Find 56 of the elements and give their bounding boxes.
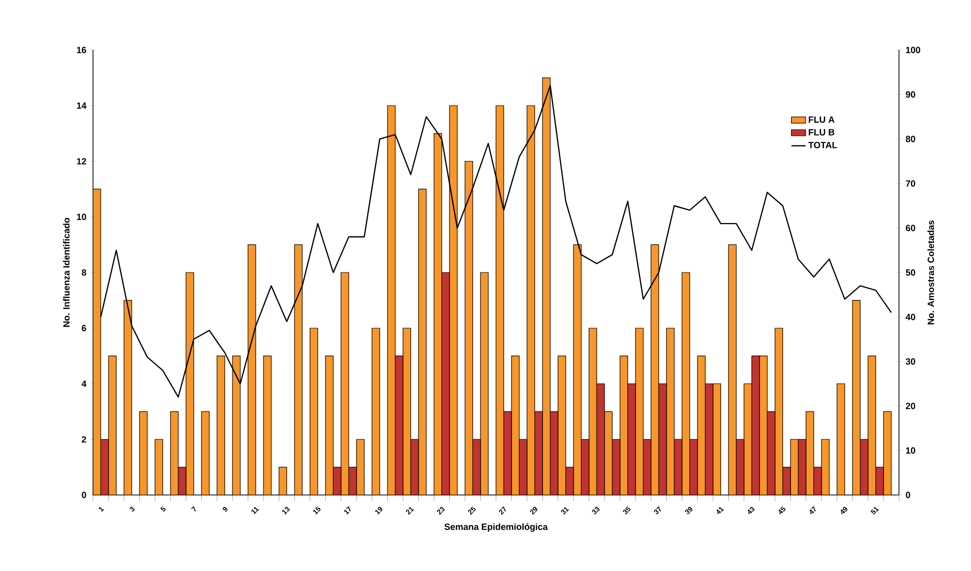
legend-label: TOTAL — [808, 142, 838, 148]
y-tick-label: 8 — [82, 269, 86, 276]
legend-label: FLU A — [808, 116, 834, 123]
y-tick-label: 14 — [77, 102, 86, 109]
bar — [666, 328, 675, 495]
y2-axis-title: No. Amostras Coletadas — [927, 220, 934, 324]
y2-tick-label: 80 — [906, 136, 916, 142]
bar — [635, 328, 644, 495]
bar — [868, 356, 876, 495]
x-axis-title: Semana Epidemiológica — [444, 523, 548, 532]
bar — [744, 383, 752, 495]
bar — [372, 328, 380, 495]
y-tick-label: 10 — [77, 214, 86, 220]
bar — [620, 356, 628, 495]
bar — [682, 272, 690, 495]
bar — [310, 328, 318, 495]
bar — [216, 356, 226, 495]
bar — [759, 356, 768, 495]
bar — [263, 356, 272, 495]
bar — [526, 105, 536, 495]
bar — [728, 244, 737, 495]
y-tick-label: 6 — [82, 324, 86, 332]
y2-tick-label: 0 — [906, 492, 910, 498]
bar — [836, 383, 846, 495]
bar — [340, 272, 350, 495]
bar — [402, 328, 412, 495]
y2-tick-label: 60 — [906, 224, 916, 232]
bar — [588, 328, 598, 495]
y-tick-label: 12 — [77, 158, 86, 164]
y2-tick-label: 90 — [906, 91, 916, 98]
bar — [774, 328, 784, 495]
y2-tick-label: 10 — [906, 447, 916, 454]
y-tick-label: 0 — [82, 492, 86, 498]
y-tick-label: 4 — [82, 380, 86, 387]
y2-tick-label: 30 — [906, 358, 916, 365]
y2-tick-label: 100 — [906, 46, 920, 54]
legend-label: FLU B — [808, 129, 834, 136]
y2-tick-label: 20 — [906, 402, 916, 410]
bar — [852, 300, 861, 495]
bar — [325, 356, 334, 495]
bar — [434, 133, 442, 495]
bar — [418, 188, 427, 495]
bar — [387, 105, 396, 495]
y-tick-label: 16 — [77, 46, 86, 54]
y2-tick-label: 70 — [906, 180, 916, 187]
bar — [697, 356, 706, 495]
y-axis-title: No. Influenza Identificado — [62, 218, 70, 327]
bar — [108, 356, 117, 495]
y-tick-label: 2 — [82, 436, 86, 443]
bar — [93, 189, 101, 495]
bar — [511, 356, 520, 495]
bar — [480, 272, 489, 495]
bar — [712, 383, 722, 495]
y2-tick-label: 50 — [906, 269, 916, 276]
y2-tick-label: 40 — [906, 314, 916, 320]
bar — [558, 356, 566, 495]
